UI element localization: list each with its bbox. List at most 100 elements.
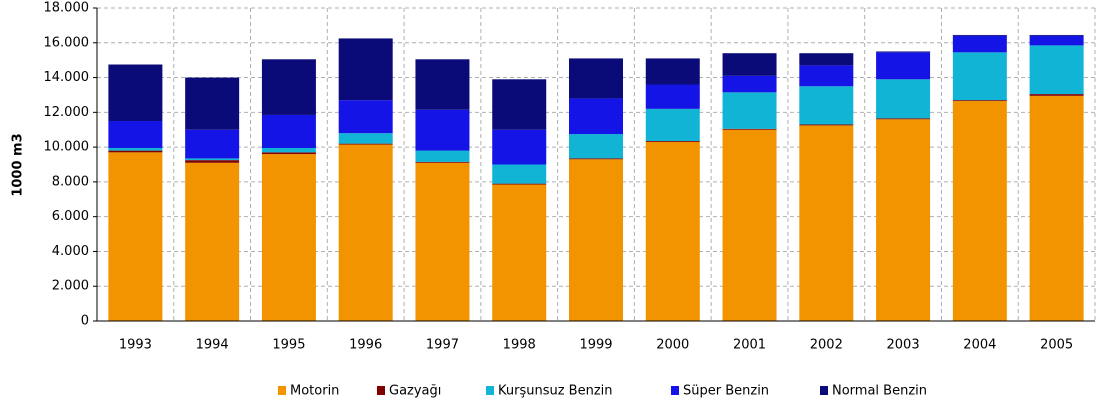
- bar-segment: [108, 152, 163, 321]
- bar-segment: [338, 143, 393, 145]
- legend-swatch: [377, 386, 385, 395]
- bar-segment: [108, 150, 163, 153]
- bar-segment: [261, 147, 316, 153]
- bar-segment: [645, 84, 700, 109]
- bar-segment: [952, 52, 1007, 101]
- bar-segment: [185, 160, 240, 163]
- x-tick-label: 1995: [272, 338, 305, 353]
- bar-segment: [722, 53, 777, 76]
- bar-segment: [415, 161, 470, 163]
- bar-segment: [492, 184, 547, 321]
- bar-segment: [415, 162, 470, 321]
- x-tick-label: 1997: [426, 338, 459, 353]
- bar-segment: [952, 100, 1007, 102]
- x-tick-label: 1996: [349, 338, 382, 353]
- x-tick-label: 2003: [887, 338, 920, 353]
- bar-segment: [185, 129, 240, 159]
- bar-segment: [876, 119, 931, 322]
- x-tick-label: 1994: [196, 338, 229, 353]
- bar-segment: [799, 86, 854, 125]
- bar-segment: [185, 77, 240, 130]
- y-tick-label: 6.000: [52, 209, 89, 224]
- x-tick-label: 1999: [579, 338, 612, 353]
- bar-segment: [1029, 34, 1084, 36]
- bar-segment: [415, 109, 470, 151]
- bar-segment: [722, 75, 777, 93]
- bar-segment: [1029, 95, 1084, 321]
- bar-segment: [952, 101, 1007, 322]
- bar-segment: [1029, 45, 1084, 95]
- bar-segment: [338, 133, 393, 144]
- bar-segment: [492, 79, 547, 130]
- bar-segment: [799, 53, 854, 66]
- y-tick-label: 14.000: [44, 70, 90, 85]
- bar-segment: [645, 58, 700, 85]
- bar-segment: [108, 147, 163, 151]
- x-tick-label: 2004: [963, 338, 996, 353]
- legend-label: Normal Benzin: [832, 384, 927, 399]
- bar-segment: [952, 35, 1007, 53]
- x-tick-label: 2002: [810, 338, 843, 353]
- legend-swatch: [671, 386, 679, 395]
- bar-segment: [415, 150, 470, 162]
- x-tick-label: 1993: [119, 338, 152, 353]
- bar-segment: [569, 58, 623, 99]
- bar-segment: [876, 52, 931, 80]
- bar-segment: [722, 92, 777, 129]
- bar-segment: [1029, 35, 1084, 46]
- y-tick-label: 8.000: [52, 174, 89, 189]
- bar-segment: [261, 114, 316, 148]
- bar-segment: [569, 158, 623, 160]
- legend-swatch: [486, 386, 494, 395]
- bar-segment: [492, 164, 547, 184]
- bar-segment: [261, 152, 316, 155]
- bar-segment: [799, 124, 854, 126]
- y-tick-label: 10.000: [44, 140, 90, 155]
- bar-segment: [722, 129, 777, 321]
- bar-segment: [492, 183, 547, 185]
- legend-label: Motorin: [290, 384, 339, 399]
- bar-segment: [952, 34, 1007, 36]
- y-tick-label: 2.000: [52, 279, 89, 294]
- bar-segment: [338, 38, 393, 101]
- bar-segment: [876, 79, 931, 119]
- bar-segment: [108, 121, 163, 148]
- x-tick-label: 2000: [656, 338, 689, 353]
- y-tick-label: 18.000: [44, 1, 90, 16]
- bar-segment: [876, 118, 931, 120]
- bar-segment: [799, 65, 854, 87]
- bar-segment: [338, 144, 393, 321]
- legend-label: Süper Benzin: [683, 384, 769, 399]
- bar-segment: [645, 141, 700, 142]
- y-axis-label: 1000 m3: [11, 133, 26, 196]
- bar-segment: [722, 128, 777, 130]
- bar-segment: [799, 125, 854, 321]
- legend-swatch: [820, 386, 828, 395]
- x-tick-label: 1998: [503, 338, 536, 353]
- legend-label: Kurşunsuz Benzin: [498, 384, 613, 399]
- y-tick-label: 12.000: [44, 105, 90, 120]
- bar-segment: [876, 51, 931, 53]
- bar-segment: [492, 129, 547, 165]
- bar-segment: [645, 108, 700, 142]
- y-tick-label: 4.000: [52, 244, 89, 259]
- x-tick-label: 2005: [1040, 338, 1073, 353]
- x-tick-label: 2001: [733, 338, 766, 353]
- bar-segment: [569, 159, 623, 321]
- bar-segment: [569, 134, 623, 159]
- bar-segment: [645, 141, 700, 321]
- legend-label: Gazyağı: [389, 384, 441, 399]
- bar-segment: [569, 98, 623, 135]
- y-tick-label: 0: [81, 314, 89, 329]
- bar-segment: [185, 162, 240, 321]
- bar-segment: [1029, 94, 1084, 96]
- legend-swatch: [278, 386, 286, 395]
- y-tick-label: 16.000: [44, 35, 90, 50]
- bar-segment: [261, 154, 316, 321]
- bar-segment: [261, 59, 316, 115]
- bar-segment: [415, 59, 470, 110]
- bar-segment: [185, 158, 240, 161]
- bar-segment: [108, 64, 163, 122]
- bar-segment: [338, 100, 393, 134]
